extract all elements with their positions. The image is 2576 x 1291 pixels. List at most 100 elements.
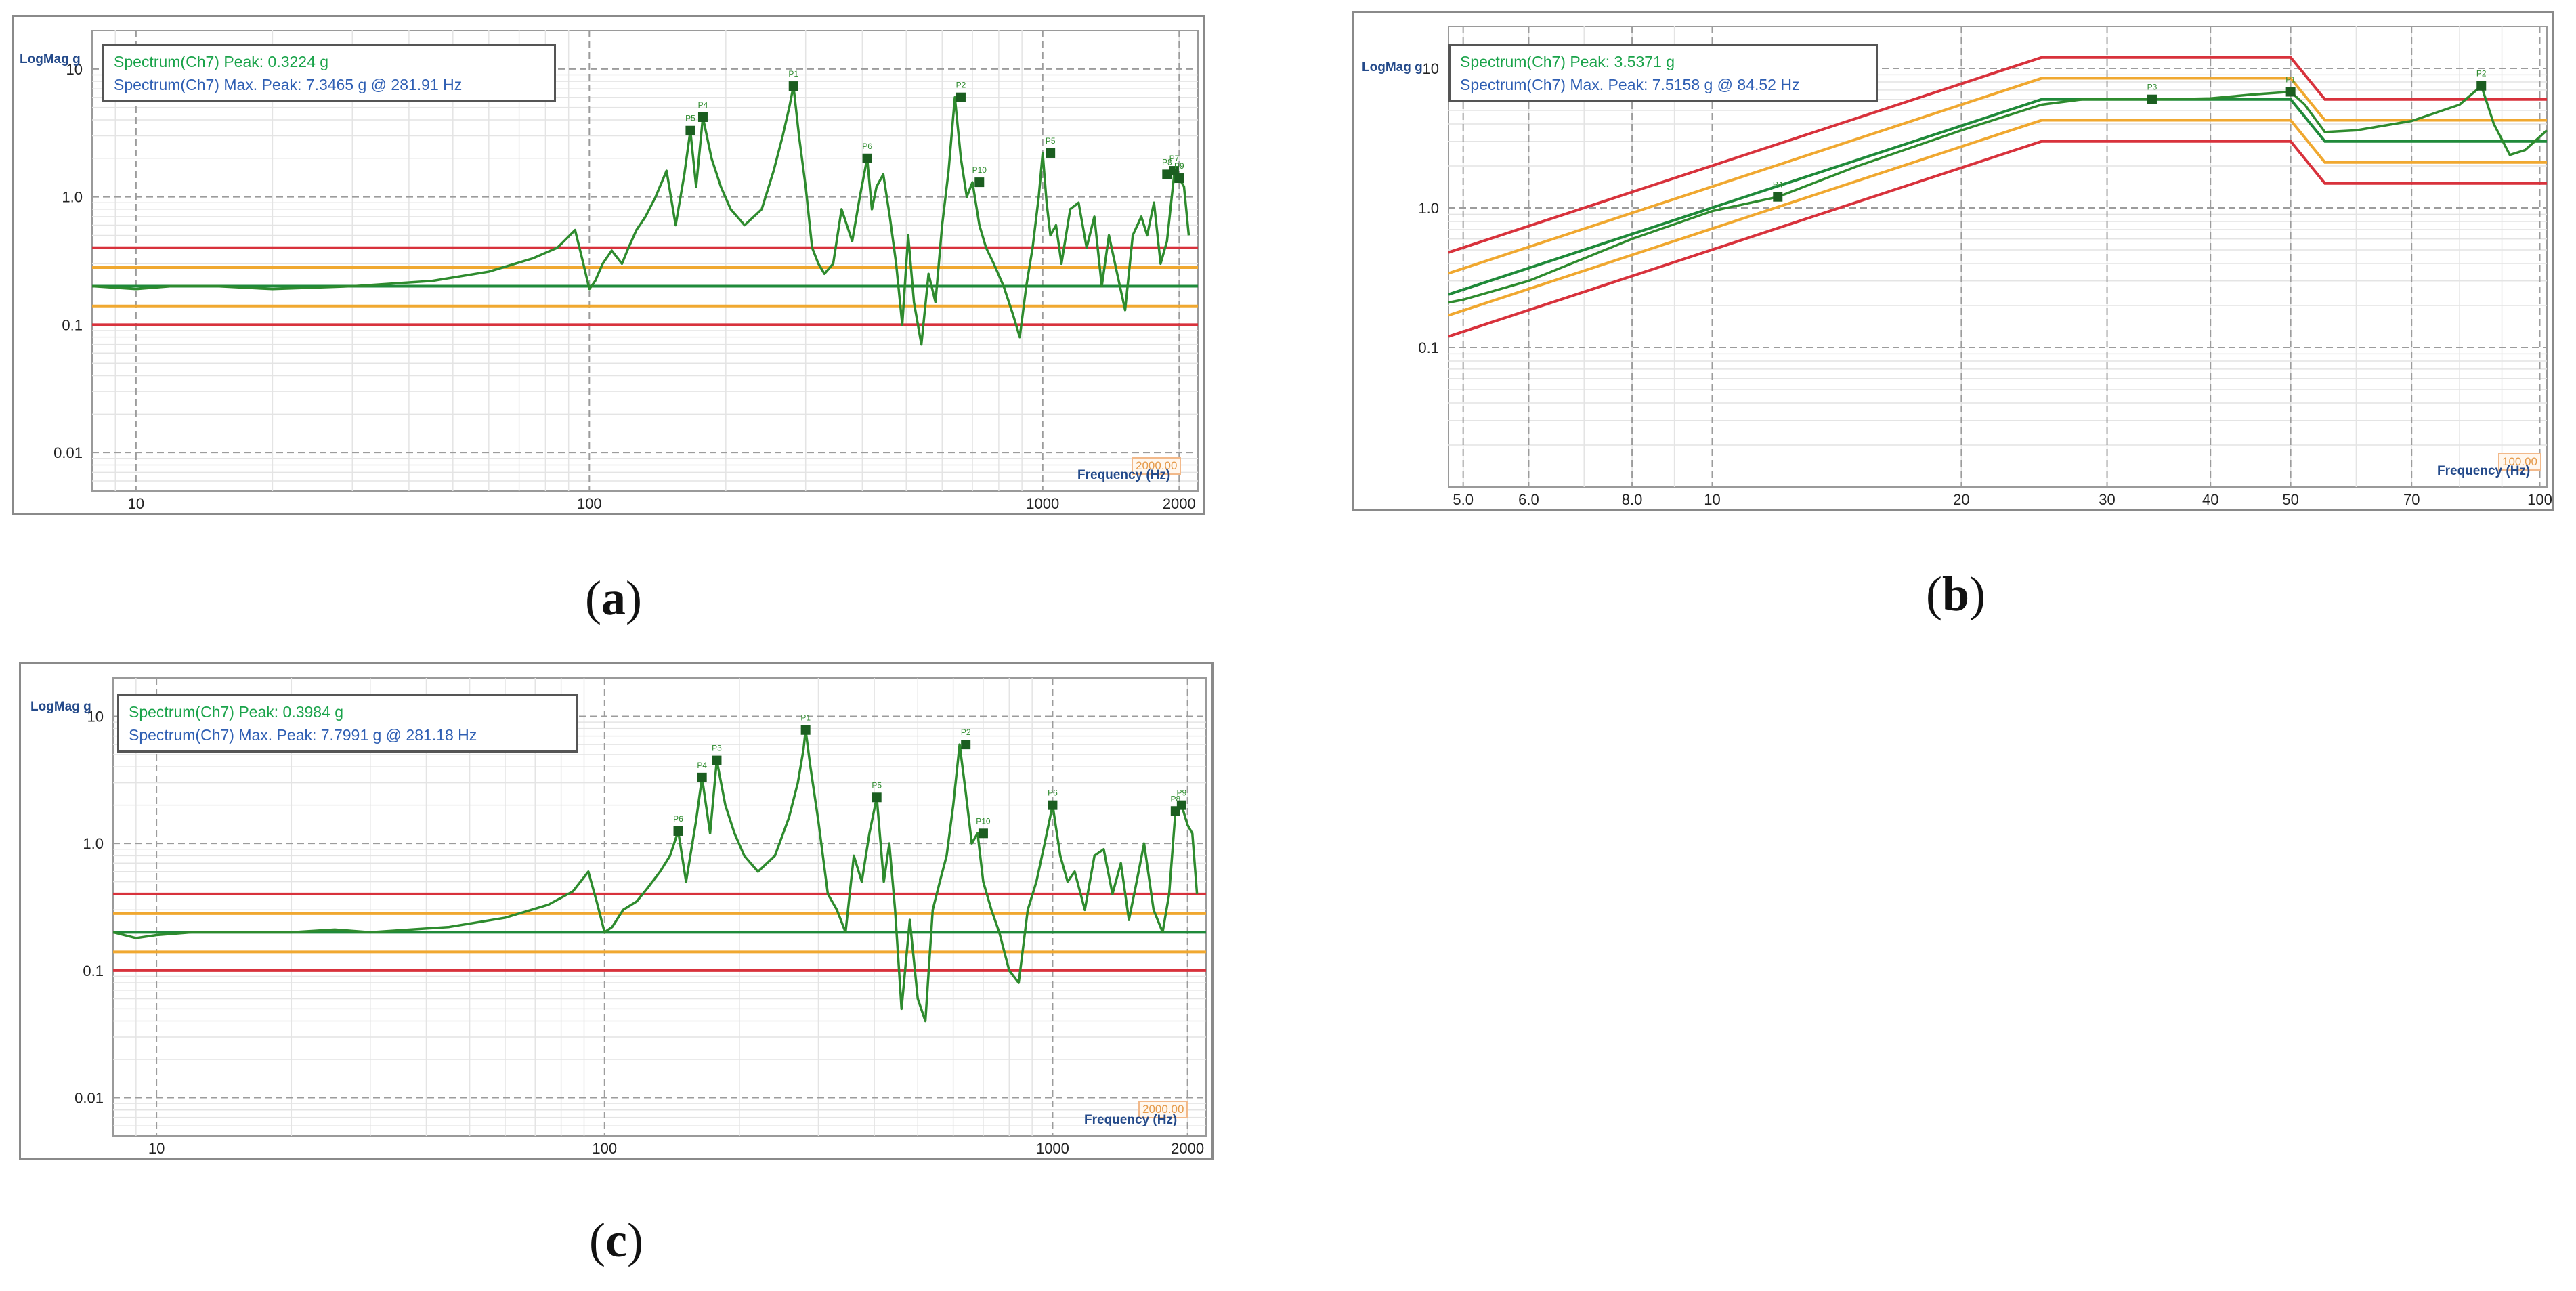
y-tick-label: 10 xyxy=(87,708,104,725)
peak-marker-label: P10 xyxy=(976,816,991,826)
peak-marker-label: P2 xyxy=(2476,69,2487,79)
peak-marker xyxy=(862,153,872,163)
peak-marker xyxy=(1176,800,1186,810)
alarm-high-line xyxy=(1448,77,2547,275)
x-axis-label: Frequency (Hz) xyxy=(1084,1113,1178,1127)
peak-marker xyxy=(673,826,683,836)
peak-marker xyxy=(697,112,708,122)
x-tick-label: 10 xyxy=(128,495,144,512)
peak-marker-label: P9 xyxy=(1177,788,1187,798)
caption-b: (b) xyxy=(1926,567,1986,621)
caption-a: (a) xyxy=(585,571,642,625)
peak-marker-label: P4 xyxy=(697,761,707,770)
peak-marker-label: P1 xyxy=(800,713,811,723)
x-tick-label: 6.0 xyxy=(1518,491,1539,508)
peak-marker xyxy=(800,725,811,735)
chart-legend: Spectrum(Ch7) Peak: 3.5371 g Spectrum(Ch… xyxy=(1448,44,1878,102)
peak-marker-label: P1 xyxy=(2285,75,2296,85)
peak-marker xyxy=(956,92,966,102)
chart-panel-c: 10 100 1000 2000 0.01 0.1 1.0 10 P6 P4 P3 P1 P5 P2 P10… xyxy=(19,662,1214,1160)
legend-max-peak-text: Spectrum(Ch7) Max. Peak: 7.7991 g @ 281.… xyxy=(129,726,477,744)
legend-max-peak-text: Spectrum(Ch7) Max. Peak: 7.3465 g @ 281.… xyxy=(114,76,463,93)
x-axis-end-value: 2000.00 xyxy=(1138,1101,1188,1118)
y-axis-label: LogMag g xyxy=(1362,60,1423,75)
peak-marker xyxy=(1169,166,1179,176)
chart-legend: Spectrum(Ch7) Peak: 0.3224 g Spectrum(Ch… xyxy=(102,44,556,102)
chart-svg-b: 5.0 6.0 8.0 10 20 30 40 50 70 100 0.1 1.0 10 P4 P3 P1 P2 xyxy=(1418,26,2552,508)
y-tick-label: 1.0 xyxy=(1418,200,1439,217)
peak-marker xyxy=(974,177,985,188)
x-tick-label: 40 xyxy=(2202,491,2218,508)
peak-marker xyxy=(872,792,882,803)
chart-svg-c: 10 100 1000 2000 0.01 0.1 1.0 10 P6 P4 P3 P1 P5 P2 P10… xyxy=(74,677,1207,1157)
peak-marker xyxy=(1773,192,1783,202)
peak-marker xyxy=(1162,169,1172,179)
peak-marker xyxy=(1048,800,1058,810)
peak-marker xyxy=(2285,87,2296,97)
y-tick-label: 0.01 xyxy=(53,444,83,461)
peak-marker-label: P3 xyxy=(712,744,722,753)
peak-marker-label: P4 xyxy=(698,100,708,110)
x-tick-label: 30 xyxy=(2099,491,2115,508)
x-tick-label: 20 xyxy=(1953,491,1969,508)
x-axis-end-value: 2000.00 xyxy=(1132,457,1182,475)
legend-peak-text: Spectrum(Ch7) Peak: 0.3224 g xyxy=(114,53,329,70)
y-tick-label: 0.1 xyxy=(1418,339,1439,356)
y-tick-label: 1.0 xyxy=(83,835,104,852)
y-tick-label: 0.1 xyxy=(62,316,83,333)
peak-marker-label: P2 xyxy=(956,81,966,90)
chart-panel-b: 5.0 6.0 8.0 10 20 30 40 50 70 100 0.1 1.0 10 P4 P3 P1 P2… xyxy=(1352,11,2554,511)
reference-profile-line xyxy=(1448,98,2547,296)
x-tick-label: 70 xyxy=(2403,491,2420,508)
spectrum-line xyxy=(91,85,1190,346)
peak-marker-label: P3 xyxy=(2147,83,2158,92)
peak-marker-label: P5 xyxy=(685,114,695,123)
x-tick-label: 100 xyxy=(577,495,602,512)
peak-marker-label: P6 xyxy=(673,814,683,824)
peak-marker-label: P8 xyxy=(1162,157,1172,167)
spectrum-line xyxy=(112,728,1199,1023)
y-tick-label: 10 xyxy=(66,61,83,78)
chart-svg-a: 10 100 1000 20000.010.11.010P5P4P1P6P2P10P5… xyxy=(53,30,1199,512)
peak-marker xyxy=(1174,173,1184,184)
alarm-low-line xyxy=(1448,119,2547,317)
peak-marker xyxy=(712,755,722,765)
peak-marker xyxy=(2147,94,2157,104)
peak-marker-label: P4 xyxy=(1773,180,1783,190)
x-tick-label: 100 xyxy=(2527,491,2552,508)
peak-marker-label: P5 xyxy=(1046,136,1056,146)
peak-marker xyxy=(685,125,695,135)
peak-marker xyxy=(697,772,707,782)
peak-marker-label: P6 xyxy=(862,142,872,151)
x-tick-label: 1000 xyxy=(1026,495,1059,512)
x-tick-label: 5.0 xyxy=(1453,491,1474,508)
y-tick-label: 1.0 xyxy=(62,189,83,206)
y-axis-label: LogMag g xyxy=(20,52,81,66)
peak-marker xyxy=(978,828,988,839)
x-tick-label: 10 xyxy=(148,1140,165,1157)
legend-max-peak-text: Spectrum(Ch7) Max. Peak: 7.5158 g @ 84.5… xyxy=(1460,76,1800,93)
peak-marker-label: P6 xyxy=(1048,788,1058,798)
peak-marker-label: P9 xyxy=(1174,161,1184,171)
abort-high-line xyxy=(1448,56,2547,254)
peak-marker-label: P2 xyxy=(961,727,971,737)
caption-letter: b xyxy=(1941,567,1970,621)
chart-legend: Spectrum(Ch7) Peak: 0.3984 g Spectrum(Ch… xyxy=(117,694,578,753)
caption-c: (c) xyxy=(589,1213,643,1267)
x-axis-label: Frequency (Hz) xyxy=(2437,464,2531,478)
peak-marker-label: P5 xyxy=(872,780,882,790)
x-tick-label: 50 xyxy=(2282,491,2298,508)
x-tick-label: 10 xyxy=(1704,491,1720,508)
abort-low-line xyxy=(1448,140,2547,338)
x-axis-label: Frequency (Hz) xyxy=(1077,468,1171,482)
peak-marker xyxy=(788,81,798,91)
y-tick-label: 0.1 xyxy=(83,962,104,979)
y-tick-label: 0.01 xyxy=(74,1090,104,1107)
x-axis-end-value: 100.00 xyxy=(2498,453,2541,471)
y-tick-label: 10 xyxy=(1423,60,1439,77)
x-tick-label: 100 xyxy=(592,1140,617,1157)
caption-letter: c xyxy=(605,1213,627,1267)
peak-marker xyxy=(1046,148,1056,158)
legend-peak-text: Spectrum(Ch7) Peak: 3.5371 g xyxy=(1460,53,1675,70)
peak-marker-label: P7 xyxy=(1169,154,1180,163)
